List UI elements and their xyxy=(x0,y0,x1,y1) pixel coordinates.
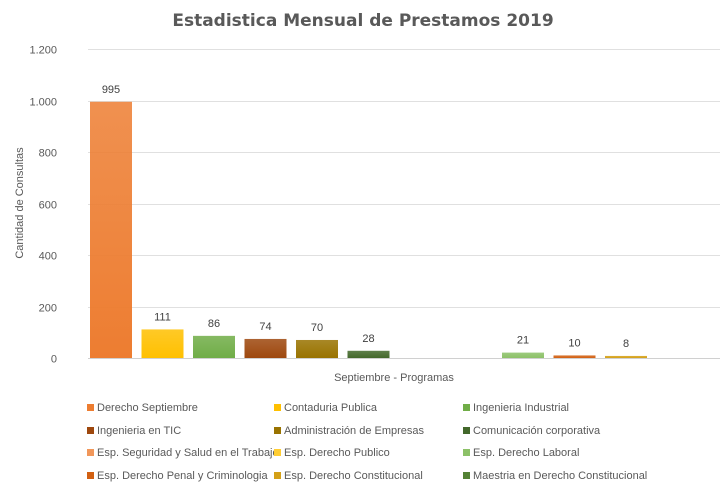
y-tick-label: 0 xyxy=(51,354,57,366)
legend-label: Comunicación corporativa xyxy=(473,425,601,437)
legend-swatch xyxy=(274,472,281,479)
legend-label: Esp. Derecho Publico xyxy=(284,447,390,459)
legend-swatch xyxy=(463,472,470,479)
legend-label: Derecho Septiembre xyxy=(97,402,198,414)
legend-item: Contaduria Publica xyxy=(274,402,378,414)
legend-swatch xyxy=(463,404,470,411)
data-label: 28 xyxy=(362,333,374,345)
bar-contaduria-publica xyxy=(141,329,184,358)
legend-swatch xyxy=(87,449,94,456)
legend-item: Derecho Septiembre xyxy=(87,402,198,414)
legend-label: Maestria en Derecho Constitucional xyxy=(473,470,647,482)
legend-label: Administración de Empresas xyxy=(284,425,425,437)
y-axis-label: Cantidad de Consultas xyxy=(14,147,26,259)
legend-swatch xyxy=(87,427,94,434)
data-label: 8 xyxy=(623,338,629,350)
y-tick-label: 1.000 xyxy=(29,97,57,109)
legend-label: Ingenieria en TIC xyxy=(97,425,181,437)
y-axis-ticks: 0 200 400 600 800 1.000 1.200 xyxy=(29,45,57,366)
bar-ingenieria-industrial xyxy=(193,335,235,358)
legend-label: Contaduria Publica xyxy=(284,402,378,414)
legend-swatch xyxy=(87,472,94,479)
legend-swatch xyxy=(463,427,470,434)
y-tick-label: 200 xyxy=(39,303,57,315)
legend-swatch xyxy=(274,427,281,434)
legend-item: Ingenieria en TIC xyxy=(87,425,181,437)
legend: Derecho Septiembre Contaduria Publica Inge… xyxy=(87,402,647,482)
bars xyxy=(90,101,647,358)
y-tick-label: 800 xyxy=(39,148,57,160)
y-tick-label: 1.200 xyxy=(29,45,57,57)
gridlines xyxy=(88,49,720,359)
data-label: 21 xyxy=(517,335,529,347)
bar-comunicaci-n-corporativa xyxy=(347,350,390,358)
bar-ingenieria-en-tic xyxy=(244,338,287,358)
legend-swatch xyxy=(274,449,281,456)
data-label: 10 xyxy=(568,337,580,349)
legend-swatch xyxy=(463,449,470,456)
legend-item: Esp. Derecho Laboral xyxy=(463,447,579,459)
legend-label: Esp. Derecho Laboral xyxy=(473,447,579,459)
chart-title: Estadistica Mensual de Prestamos 2019 xyxy=(172,11,553,31)
y-tick-label: 400 xyxy=(39,251,57,263)
legend-item: Esp. Derecho Constitucional xyxy=(274,470,423,482)
data-label: 74 xyxy=(259,321,271,333)
bar-administraci-n-de-empresas xyxy=(296,339,338,358)
data-label: 111 xyxy=(154,311,171,323)
data-label: 70 xyxy=(311,322,323,334)
legend-item: Ingenieria Industrial xyxy=(463,402,569,414)
legend-label: Esp. Seguridad y Salud en el Trabajo xyxy=(97,447,279,459)
legend-label: Esp. Derecho Constitucional xyxy=(284,470,423,482)
bar-esp-derecho-laboral xyxy=(502,352,544,358)
x-axis-label: Septiembre - Programas xyxy=(334,372,454,384)
bar-derecho-septiembre xyxy=(90,101,132,358)
data-label: 86 xyxy=(208,318,220,330)
bar-esp-derecho-penal-y-criminologia xyxy=(553,355,596,358)
legend-item: Administración de Empresas xyxy=(274,425,425,437)
data-labels: 995 111 86 74 70 28 21 10 8 xyxy=(102,84,629,350)
data-label: 995 xyxy=(102,84,120,96)
legend-item: Esp. Derecho Penal y Criminologia xyxy=(87,470,268,482)
bar-esp-derecho-constitucional xyxy=(605,355,647,358)
legend-item: Maestria en Derecho Constitucional xyxy=(463,470,647,482)
legend-swatch xyxy=(274,404,281,411)
legend-label: Ingenieria Industrial xyxy=(473,402,569,414)
legend-item: Comunicación corporativa xyxy=(463,425,601,437)
legend-label: Esp. Derecho Penal y Criminologia xyxy=(97,470,268,482)
legend-item: Esp. Seguridad y Salud en el Trabajo xyxy=(87,447,279,459)
legend-item: Esp. Derecho Publico xyxy=(274,447,390,459)
y-tick-label: 600 xyxy=(39,200,57,212)
legend-swatch xyxy=(87,404,94,411)
